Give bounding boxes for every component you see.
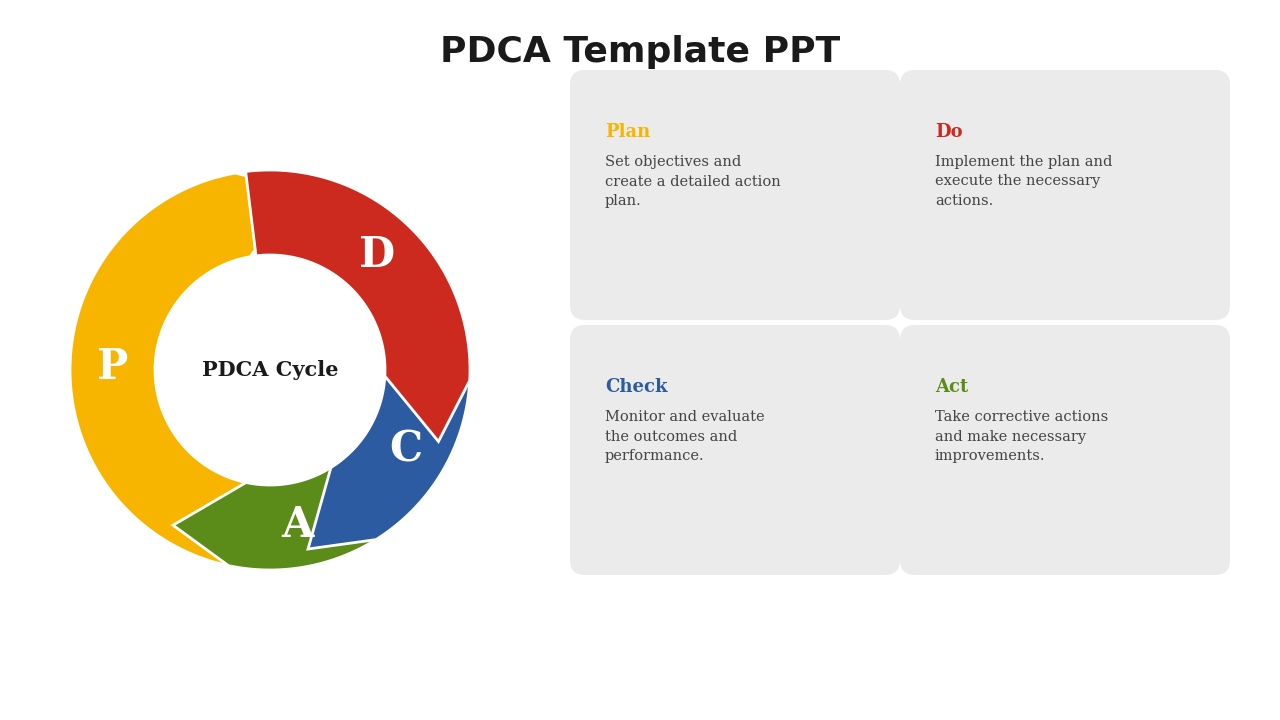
Polygon shape [308, 376, 470, 549]
Text: Take corrective actions
and make necessary
improvements.: Take corrective actions and make necessa… [934, 410, 1108, 463]
Text: Implement the plan and
execute the necessary
actions.: Implement the plan and execute the neces… [934, 155, 1112, 208]
Polygon shape [246, 170, 470, 441]
Text: PDCA Template PPT: PDCA Template PPT [440, 35, 840, 69]
Polygon shape [173, 467, 376, 570]
FancyBboxPatch shape [570, 70, 900, 320]
Text: Monitor and evaluate
the outcomes and
performance.: Monitor and evaluate the outcomes and pe… [605, 410, 764, 463]
FancyBboxPatch shape [900, 70, 1230, 320]
Text: C: C [389, 429, 422, 471]
Text: Set objectives and
create a detailed action
plan.: Set objectives and create a detailed act… [605, 155, 781, 208]
Text: Do: Do [934, 123, 963, 141]
Text: D: D [360, 234, 396, 276]
Circle shape [155, 255, 385, 485]
Text: Plan: Plan [605, 123, 650, 141]
Text: P: P [97, 346, 128, 388]
Text: Check: Check [605, 378, 667, 396]
Polygon shape [70, 173, 302, 566]
Text: PDCA Cycle: PDCA Cycle [202, 360, 338, 380]
Text: A: A [282, 504, 314, 546]
Text: Act: Act [934, 378, 968, 396]
FancyBboxPatch shape [570, 325, 900, 575]
FancyBboxPatch shape [900, 325, 1230, 575]
